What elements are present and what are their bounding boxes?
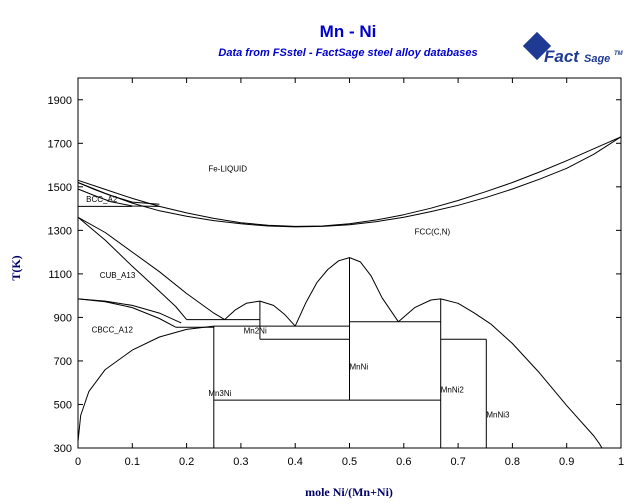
x-tick-label: 0.6 bbox=[396, 456, 411, 468]
x-tick-label: 0.7 bbox=[450, 456, 465, 468]
y-tick-label: 700 bbox=[54, 356, 72, 368]
x-tick-label: 0.9 bbox=[559, 456, 574, 468]
phase-boundaries bbox=[77, 136, 622, 449]
region-label: Fe-LIQUID bbox=[208, 165, 247, 174]
y-axis: 300 500 700 900 1100 1300 1500 1700 1900 bbox=[48, 95, 621, 455]
y-tick-label: 1300 bbox=[48, 225, 72, 237]
y-tick-label: 500 bbox=[54, 399, 72, 411]
phase-boundary-line bbox=[77, 136, 622, 228]
phase-boundary-line bbox=[77, 325, 214, 442]
phase-boundary-line bbox=[77, 298, 176, 328]
x-axis: 0 0.1 0.2 0.3 0.4 0.5 0.6 0.7 0.8 0.9 1 bbox=[75, 78, 624, 468]
x-axis-label: mole Ni/(Mn+Ni) bbox=[305, 485, 393, 499]
y-tick-label: 1500 bbox=[48, 182, 72, 194]
factsage-logo-fact: Fact bbox=[544, 47, 580, 66]
x-tick-label: 0.3 bbox=[233, 456, 248, 468]
x-tick-label: 0 bbox=[75, 456, 81, 468]
region-label: BCC_A2 bbox=[86, 195, 118, 204]
y-axis-label: T(K) bbox=[9, 255, 23, 280]
x-tick-label: 0.1 bbox=[125, 456, 140, 468]
phase-boundary-line bbox=[77, 216, 187, 320]
chart-title: Mn - Ni bbox=[320, 22, 377, 41]
factsage-logo: Fact Sage TM bbox=[522, 31, 624, 66]
y-tick-label: 1700 bbox=[48, 138, 72, 150]
y-tick-label: 1100 bbox=[48, 269, 72, 281]
x-tick-label: 0.4 bbox=[288, 456, 303, 468]
region-label: Mn3Ni bbox=[208, 389, 231, 398]
region-labels: Fe-LIQUID BCC_A2 CUB_A13 CBCC_A12 FCC(C,N) Mn… bbox=[86, 165, 510, 420]
phase-boundary-line bbox=[77, 216, 225, 321]
phase-boundary-line bbox=[77, 136, 622, 227]
region-label: MnNi3 bbox=[486, 411, 510, 420]
phase-boundary-line bbox=[490, 323, 603, 449]
y-tick-label: 300 bbox=[54, 443, 72, 455]
factsage-logo-trademark: TM bbox=[614, 51, 624, 57]
factsage-logo-sage: Sage bbox=[584, 53, 610, 65]
phase-boundary-line bbox=[294, 257, 399, 327]
region-label: CUB_A13 bbox=[100, 271, 136, 280]
factsage-logo-mark bbox=[522, 31, 552, 61]
phase-boundary-line bbox=[77, 182, 160, 205]
region-label: MnNi2 bbox=[441, 386, 465, 395]
region-label: FCC(C,N) bbox=[415, 228, 451, 237]
x-tick-label: 0.2 bbox=[179, 456, 194, 468]
phase-boundary-line bbox=[224, 300, 296, 327]
x-tick-label: 1 bbox=[618, 456, 624, 468]
phase-boundary-line bbox=[77, 188, 160, 207]
region-label: CBCC_A12 bbox=[92, 326, 134, 335]
phase-boundary-line bbox=[77, 298, 182, 324]
y-tick-label: 1900 bbox=[48, 95, 72, 107]
phase-boundary-line bbox=[398, 298, 491, 325]
region-label: Mn2Ni bbox=[244, 327, 267, 336]
x-tick-label: 0.8 bbox=[505, 456, 520, 468]
x-tick-label: 0.5 bbox=[342, 456, 357, 468]
y-tick-label: 900 bbox=[54, 312, 72, 324]
chart-subtitle: Data from FSstel - FactSage steel alloy … bbox=[218, 47, 477, 59]
region-label: MnNi bbox=[350, 363, 369, 372]
